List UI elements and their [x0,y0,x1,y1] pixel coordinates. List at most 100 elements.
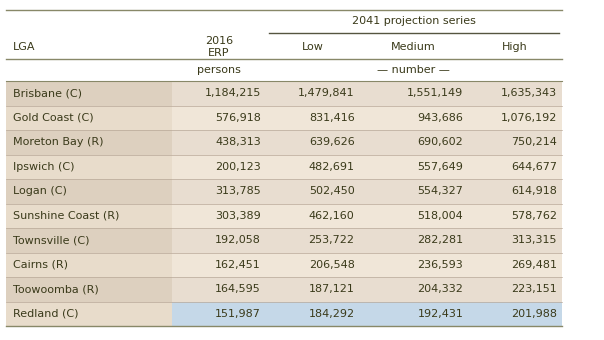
Bar [266,302,359,326]
Text: 502,450: 502,450 [309,186,355,197]
Text: 639,626: 639,626 [309,137,355,148]
Bar [6,253,172,277]
Bar [468,228,562,253]
Bar [172,277,266,302]
Bar [468,179,562,204]
Text: 644,677: 644,677 [511,162,557,172]
Text: 269,481: 269,481 [511,260,557,270]
Text: 943,686: 943,686 [417,113,463,123]
Text: 1,479,841: 1,479,841 [298,88,355,99]
Text: 162,451: 162,451 [215,260,261,270]
Bar [172,228,266,253]
Text: 557,649: 557,649 [417,162,463,172]
Bar [6,106,172,130]
Bar [172,204,266,228]
Text: 2016
ERP: 2016 ERP [205,36,233,58]
Text: 614,918: 614,918 [511,186,557,197]
Bar [359,253,468,277]
Text: 200,123: 200,123 [215,162,261,172]
Bar [468,155,562,179]
Bar [359,204,468,228]
Text: 1,635,343: 1,635,343 [501,88,557,99]
Bar [468,253,562,277]
Bar [468,106,562,130]
Text: 690,602: 690,602 [417,137,463,148]
Bar [6,179,172,204]
Text: 282,281: 282,281 [417,235,463,245]
Bar [6,155,172,179]
Text: 236,593: 236,593 [417,260,463,270]
Text: 462,160: 462,160 [309,211,355,221]
Text: 1,184,215: 1,184,215 [205,88,261,99]
Text: 750,214: 750,214 [511,137,557,148]
Text: Ipswich (C): Ipswich (C) [13,162,75,172]
Text: 313,315: 313,315 [512,235,557,245]
Bar [468,130,562,155]
Text: 576,918: 576,918 [215,113,261,123]
Bar [359,277,468,302]
Bar [6,130,172,155]
Text: 223,151: 223,151 [511,284,557,294]
Bar [359,302,468,326]
Text: Medium: Medium [391,42,436,52]
Bar [172,155,266,179]
Text: 482,691: 482,691 [309,162,355,172]
Bar [359,130,468,155]
Text: Toowoomba (R): Toowoomba (R) [13,284,99,294]
Bar [359,81,468,106]
Text: 253,722: 253,722 [309,235,355,245]
Bar [468,81,562,106]
Text: 187,121: 187,121 [309,284,355,294]
Bar [266,204,359,228]
Text: Cairns (R): Cairns (R) [13,260,68,270]
Bar [266,130,359,155]
Text: Moreton Bay (R): Moreton Bay (R) [13,137,104,148]
Text: Sunshine Coast (R): Sunshine Coast (R) [13,211,120,221]
Bar [359,155,468,179]
Text: 184,292: 184,292 [309,309,355,319]
Text: 2041 projection series: 2041 projection series [352,16,476,26]
Bar [266,81,359,106]
Text: 204,332: 204,332 [417,284,463,294]
Bar [172,81,266,106]
Bar [468,204,562,228]
Text: Townsville (C): Townsville (C) [13,235,90,245]
Bar [266,179,359,204]
Bar [359,228,468,253]
Bar [172,106,266,130]
Bar [266,228,359,253]
Text: Brisbane (C): Brisbane (C) [13,88,82,99]
Text: 201,988: 201,988 [511,309,557,319]
Text: persons: persons [197,65,241,75]
Bar [468,35,562,59]
Text: Gold Coast (C): Gold Coast (C) [13,113,94,123]
Bar [468,277,562,302]
Bar [6,0,562,35]
Bar [266,35,359,59]
Text: 206,548: 206,548 [309,260,355,270]
Bar [359,35,468,59]
Bar [172,253,266,277]
Bar [6,35,172,59]
Text: 578,762: 578,762 [511,211,557,221]
Text: 1,551,149: 1,551,149 [407,88,463,99]
Bar [6,228,172,253]
Text: LGA: LGA [13,42,36,52]
Text: 303,389: 303,389 [215,211,261,221]
Text: 192,431: 192,431 [417,309,463,319]
Bar [6,59,562,81]
Text: 554,327: 554,327 [417,186,463,197]
Bar [266,253,359,277]
Bar [6,204,172,228]
Bar [359,106,468,130]
Bar [359,179,468,204]
Bar [172,130,266,155]
Text: 831,416: 831,416 [309,113,355,123]
Text: — number —: — number — [378,65,450,75]
Bar [6,81,172,106]
Bar [266,277,359,302]
Text: Low: Low [301,42,324,52]
Bar [172,179,266,204]
Text: 164,595: 164,595 [215,284,261,294]
Text: 1,076,192: 1,076,192 [501,113,557,123]
